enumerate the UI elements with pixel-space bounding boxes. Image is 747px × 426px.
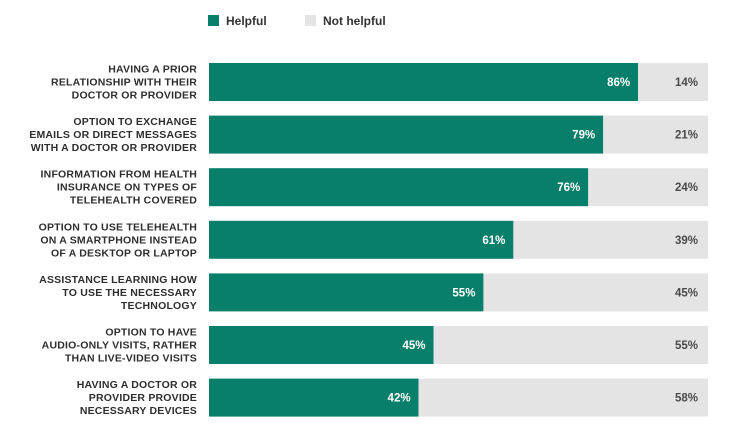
category-label-line: ASSISTANCE LEARNING HOW bbox=[39, 274, 197, 286]
bar-row: HAVING A DOCTOR OR PROVIDER PROVIDE NECESS… bbox=[77, 378, 708, 417]
category-label-line: OPTION TO EXCHANGE bbox=[73, 116, 197, 128]
value-label-helpful: 76% bbox=[557, 182, 580, 194]
legend-swatch-not-helpful bbox=[305, 15, 316, 26]
category-label-line: THAN LIVE-VIDEO VISITS bbox=[65, 353, 197, 365]
value-label-helpful: 42% bbox=[388, 393, 411, 405]
category-label-line: RELATIONSHIP WITH THEIR bbox=[51, 77, 197, 89]
value-label-helpful: 79% bbox=[572, 130, 595, 142]
bar-not-helpful bbox=[588, 168, 708, 207]
bar-row: OPTION TO HAVE AUDIO-ONLY VISITS, RATHER T… bbox=[42, 326, 708, 365]
legend-label-not-helpful: Not helpful bbox=[323, 14, 386, 28]
bar-not-helpful bbox=[418, 378, 708, 417]
bar-helpful bbox=[209, 115, 604, 154]
category-label: OPTION TO EXCHANGE EMAILS OR DIRECT MESSA… bbox=[29, 116, 197, 154]
bar-helpful bbox=[209, 326, 434, 364]
bar-helpful bbox=[209, 273, 484, 312]
category-label: HAVING A PRIOR RELATIONSHIP WITH THEIR DOC… bbox=[51, 64, 197, 102]
category-label-line: DOCTOR OR PROVIDER bbox=[72, 90, 198, 102]
value-label-not-helpful: 39% bbox=[675, 235, 698, 247]
category-label-line: TECHNOLOGY bbox=[121, 300, 197, 312]
category-label-line: OPTION TO HAVE bbox=[105, 327, 197, 339]
category-label-line: EMAILS OR DIRECT MESSAGES bbox=[29, 129, 197, 141]
value-label-not-helpful: 24% bbox=[675, 182, 698, 194]
category-label-line: INSURANCE ON TYPES OF bbox=[57, 182, 198, 194]
value-label-helpful: 55% bbox=[452, 287, 475, 299]
value-label-not-helpful: 21% bbox=[675, 130, 698, 142]
category-label-line: HAVING A PRIOR bbox=[108, 64, 197, 76]
category-label-line: ON A SMARTPHONE INSTEAD bbox=[40, 234, 197, 246]
bar-rows: HAVING A PRIOR RELATIONSHIP WITH THEIR DOC… bbox=[29, 63, 708, 417]
bar-row: OPTION TO USE TELEHEALTH ON A SMARTPHONE … bbox=[39, 220, 708, 259]
category-label-line: TO USE THE NECESSARY bbox=[62, 287, 197, 299]
value-label-helpful: 86% bbox=[607, 77, 630, 89]
bar-not-helpful bbox=[513, 220, 708, 259]
legend: Helpful Not helpful bbox=[208, 14, 386, 28]
bar-helpful bbox=[209, 63, 639, 101]
category-label: OPTION TO USE TELEHEALTH ON A SMARTPHONE … bbox=[39, 221, 198, 259]
bar-not-helpful bbox=[638, 63, 708, 101]
value-label-not-helpful: 14% bbox=[675, 77, 698, 89]
category-label-line: INFORMATION FROM HEALTH bbox=[41, 169, 197, 181]
category-label-line: NECESSARY DEVICES bbox=[80, 405, 197, 417]
bar-helpful bbox=[209, 220, 514, 259]
bar-helpful bbox=[209, 378, 419, 417]
bar-row: HAVING A PRIOR RELATIONSHIP WITH THEIR DOC… bbox=[51, 63, 708, 102]
legend-swatch-helpful bbox=[208, 15, 219, 26]
category-label-line: PROVIDER PROVIDE bbox=[89, 392, 197, 404]
bar-not-helpful bbox=[603, 115, 708, 154]
category-label-line: AUDIO-ONLY VISITS, RATHER bbox=[42, 340, 198, 352]
category-label-line: WITH A DOCTOR OR PROVIDER bbox=[31, 142, 197, 154]
bar-helpful bbox=[209, 168, 589, 207]
category-label-line: TELEHEALTH COVERED bbox=[70, 195, 197, 207]
bar-row: OPTION TO EXCHANGE EMAILS OR DIRECT MESSA… bbox=[29, 115, 708, 154]
bar-not-helpful bbox=[433, 326, 708, 364]
bar-row: INFORMATION FROM HEALTH INSURANCE ON TYPE… bbox=[41, 168, 708, 207]
bar-not-helpful bbox=[483, 273, 708, 312]
category-label-line: HAVING A DOCTOR OR bbox=[77, 379, 197, 391]
value-label-not-helpful: 55% bbox=[675, 340, 698, 352]
value-label-not-helpful: 45% bbox=[675, 287, 698, 299]
value-label-helpful: 61% bbox=[482, 235, 505, 247]
category-label: ASSISTANCE LEARNING HOW TO USE THE NECESS… bbox=[39, 274, 197, 312]
category-label: HAVING A DOCTOR OR PROVIDER PROVIDE NECESS… bbox=[77, 379, 197, 417]
value-label-helpful: 45% bbox=[403, 340, 426, 352]
category-label: INFORMATION FROM HEALTH INSURANCE ON TYPE… bbox=[41, 169, 198, 207]
category-label-line: OF A DESKTOP OR LAPTOP bbox=[51, 247, 197, 259]
legend-label-helpful: Helpful bbox=[226, 14, 267, 28]
category-label: OPTION TO HAVE AUDIO-ONLY VISITS, RATHER T… bbox=[42, 327, 198, 365]
value-label-not-helpful: 58% bbox=[675, 393, 698, 405]
category-label-line: OPTION TO USE TELEHEALTH bbox=[39, 221, 197, 233]
bar-row: ASSISTANCE LEARNING HOW TO USE THE NECESS… bbox=[39, 273, 708, 312]
